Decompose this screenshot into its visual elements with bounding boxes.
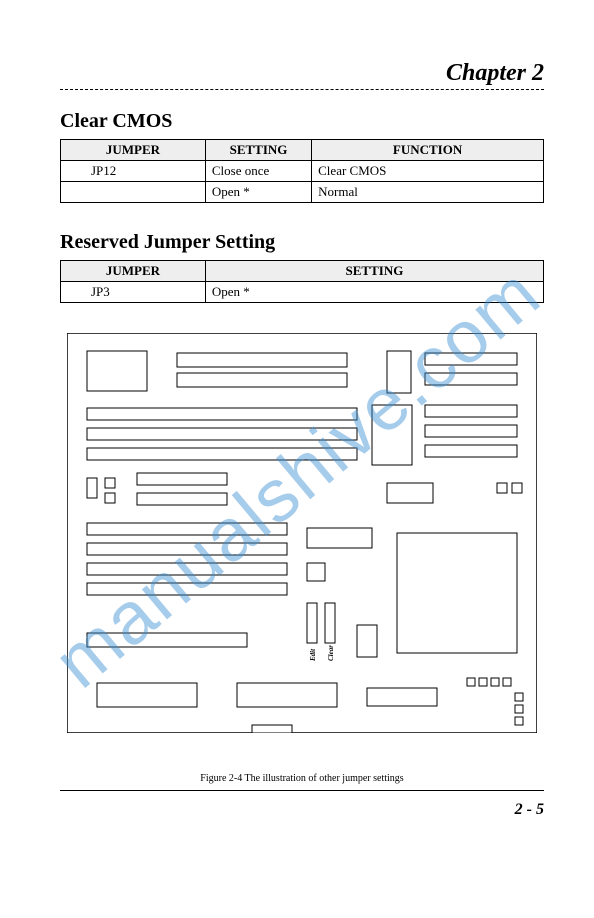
header-rule [60,89,544,90]
chapter-heading: Chapter 2 [60,60,544,87]
cell: Normal [312,182,544,203]
cell: Clear CMOS [312,161,544,182]
motherboard-diagram: Edit Clear [67,333,537,733]
col-jumper: JUMPER [61,261,206,282]
figure-motherboard: Edit Clear [60,333,544,733]
svg-text:Edit: Edit [309,648,317,662]
cell: JP3 [61,282,206,303]
cell: Open * [205,182,311,203]
cell: Close once [205,161,311,182]
table-row: Open * Normal [61,182,544,203]
table-header-row: JUMPER SETTING FUNCTION [61,140,544,161]
svg-text:Clear: Clear [327,645,335,661]
figure-caption: Figure 2-4 The illustration of other jum… [60,773,544,784]
cell: JP12 [61,161,206,182]
reserved-table: JUMPER SETTING JP3 Open * [60,260,544,303]
col-function: FUNCTION [312,140,544,161]
table-row: JP12 Close once Clear CMOS [61,161,544,182]
page-content: Chapter 2 Clear CMOS JUMPER SETTING FUNC… [60,60,544,878]
section-title-clear-cmos: Clear CMOS [60,110,544,133]
col-setting: SETTING [205,140,311,161]
clear-cmos-table: JUMPER SETTING FUNCTION JP12 Close once … [60,139,544,203]
cell: Open * [205,282,543,303]
col-jumper: JUMPER [61,140,206,161]
table-row: JP3 Open * [61,282,544,303]
footer-rule [60,790,544,791]
page-number: 2 - 5 [60,801,544,819]
cell [61,182,206,203]
table-header-row: JUMPER SETTING [61,261,544,282]
col-setting: SETTING [205,261,543,282]
section-title-reserved: Reserved Jumper Setting [60,231,544,254]
